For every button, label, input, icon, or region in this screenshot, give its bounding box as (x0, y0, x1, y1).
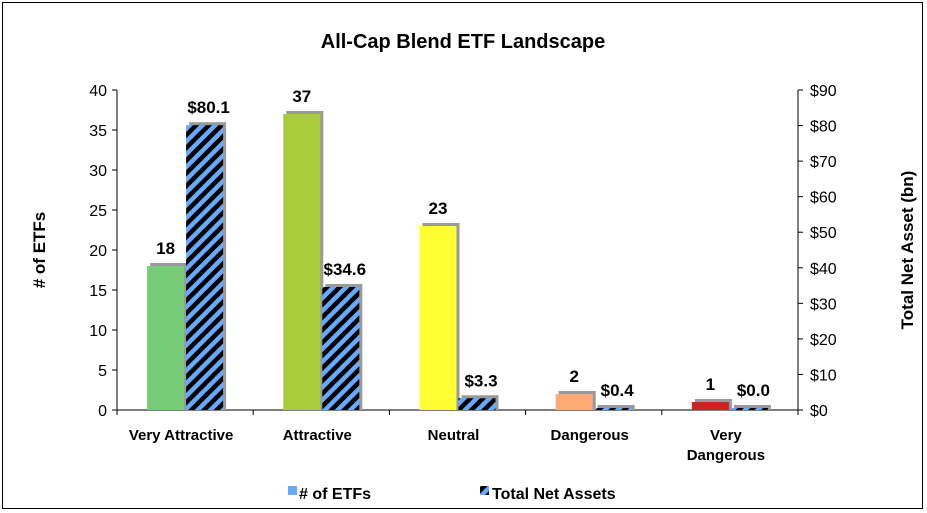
bar-net-assets (186, 125, 224, 410)
x-category-label: Dangerous (551, 427, 629, 444)
bar-net-assets (322, 286, 360, 410)
legend-swatch-assets (480, 486, 489, 495)
y2-tick-label: $70 (810, 154, 837, 171)
bar-net-assets (730, 408, 768, 410)
data-label-etf-count: 2 (569, 367, 578, 386)
data-label-net-assets: $3.3 (464, 371, 497, 390)
y-axis-title: # of ETFs (30, 212, 49, 289)
bar-shadow (733, 405, 771, 410)
y-tick-label: 10 (89, 323, 107, 340)
y-tick-label: 40 (89, 83, 107, 100)
x-category-label: Attractive (283, 427, 352, 444)
x-category-label: Neutral (428, 427, 480, 444)
bar-net-assets (594, 408, 632, 410)
y-tick-label: 35 (89, 123, 107, 140)
y-tick-label: 15 (89, 283, 107, 300)
bar-etf-count (691, 402, 729, 410)
x-category-label: Very Attractive (129, 427, 234, 444)
y2-tick-label: $30 (810, 296, 837, 313)
y2-tick-label: $40 (810, 261, 837, 278)
bar-etf-count (283, 114, 321, 410)
data-label-net-assets: $34.6 (324, 260, 367, 279)
data-label-etf-count: 1 (706, 375, 715, 394)
y2-tick-label: $50 (810, 225, 837, 242)
y-tick-label: 20 (89, 243, 107, 260)
y2-tick-label: $10 (810, 367, 837, 384)
chart-title: All-Cap Blend ETF Landscape (321, 31, 605, 53)
legend-label-assets: Total Net Assets (492, 486, 616, 503)
y-tick-label: 25 (89, 203, 107, 220)
data-labels: 18 $80.1 37 $34.6 23 $3.3 2 $0.4 1 $0.0 (156, 87, 770, 400)
x-category-label: Very (710, 427, 742, 444)
y-tick-label: 5 (98, 363, 107, 380)
data-label-net-assets: $80.1 (187, 98, 230, 117)
legend-label-etfs: # of ETFs (299, 486, 371, 503)
axes: 0 5 10 15 20 25 30 35 40 $0 $10 $20 $30 $40 $50 $60 $70 $… (89, 83, 837, 464)
data-label-etf-count: 23 (429, 199, 448, 218)
y-tick-label: 30 (89, 163, 107, 180)
y2-tick-label: $0 (810, 403, 828, 420)
bar-etf-count (555, 394, 593, 410)
data-label-net-assets: $0.4 (601, 381, 635, 400)
data-label-etf-count: 18 (156, 239, 175, 258)
data-label-net-assets: $0.0 (737, 381, 770, 400)
data-label-etf-count: 37 (292, 87, 311, 106)
y2-tick-label: $60 (810, 190, 837, 207)
legend: # of ETFs Total Net Assets (288, 486, 616, 503)
y-tick-label: 0 (98, 403, 107, 420)
bar-net-assets (458, 398, 496, 410)
bar-shadow (597, 405, 635, 410)
y2-axis-title: Total Net Asset (bn) (898, 171, 917, 330)
y2-tick-label: $20 (810, 332, 837, 349)
bar-etf-count (419, 226, 457, 410)
bar-etf-count (147, 266, 185, 410)
x-category-label: Dangerous (687, 447, 765, 464)
legend-swatch-etfs (288, 486, 297, 495)
y2-tick-label: $90 (810, 83, 837, 100)
bars (147, 111, 771, 410)
y2-tick-label: $80 (810, 119, 837, 136)
